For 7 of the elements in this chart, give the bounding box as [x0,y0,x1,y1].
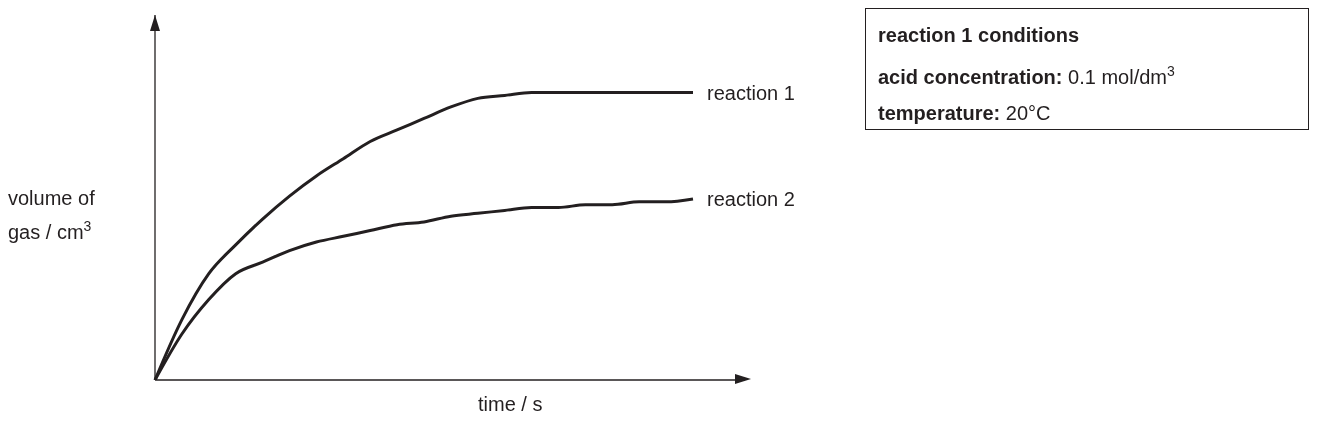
text: reaction 1 conditions [878,23,1081,48]
series-label: reaction 2 [707,187,795,210]
text: acid concentration: 0.1 mol/dm$^{3}$ [878,62,1176,90]
series-label: reaction 1 [707,81,795,104]
x-axis-title: time / s [478,393,543,416]
y-axis-title: volume of gas / cm$^{3}$ [8,186,95,245]
text: temperature: 20°C [878,100,1052,126]
